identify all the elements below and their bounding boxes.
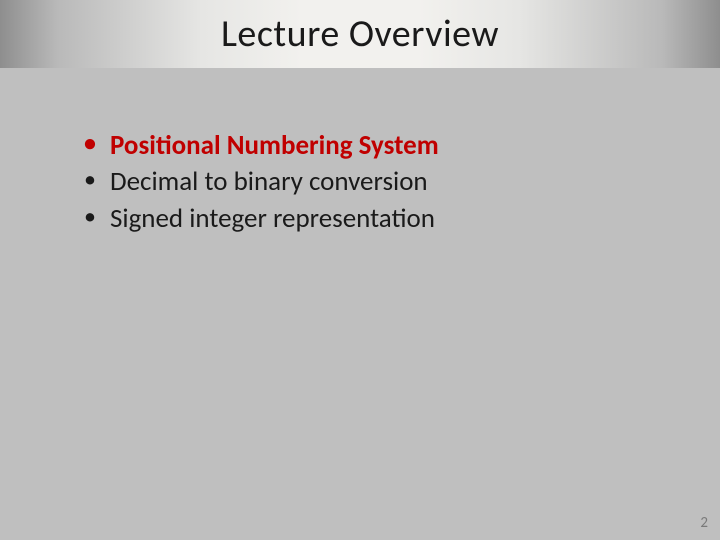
page-number: 2 bbox=[700, 514, 708, 532]
bullet-item: Positional Numbering System bbox=[80, 128, 650, 164]
bullet-item: Decimal to binary conversion bbox=[80, 164, 650, 200]
bullet-list: Positional Numbering System Decimal to b… bbox=[80, 128, 650, 237]
bullet-item: Signed integer representation bbox=[80, 201, 650, 237]
slide-title: Lecture Overview bbox=[221, 11, 499, 57]
title-bar: Lecture Overview bbox=[0, 0, 720, 68]
slide-content: Positional Numbering System Decimal to b… bbox=[0, 68, 720, 237]
